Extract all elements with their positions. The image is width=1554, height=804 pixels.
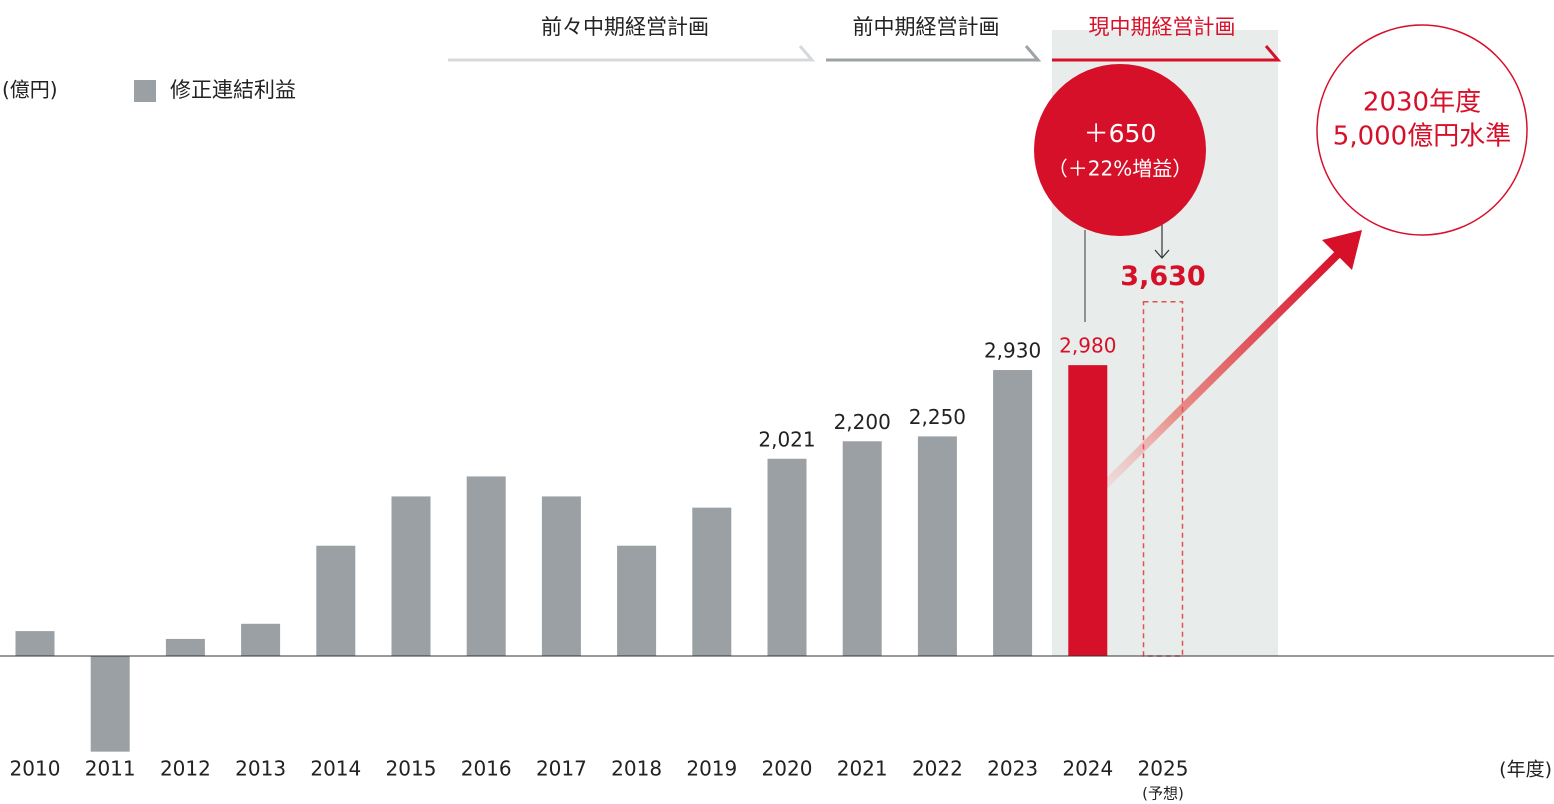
- increase-circle: [1034, 64, 1206, 236]
- x-tick-label: 2017: [536, 757, 587, 781]
- bar: [1068, 365, 1108, 656]
- plan-arrow: [826, 45, 1042, 62]
- target-circle: [1316, 24, 1528, 236]
- value-label: 3,630: [1120, 261, 1205, 292]
- bar: [617, 545, 657, 656]
- increase-text: （＋22%増益）: [1048, 157, 1192, 181]
- bar: [15, 631, 55, 656]
- bar: [1142, 300, 1184, 657]
- x-unit-label: (年度): [1499, 759, 1552, 781]
- x-tick-label: 2020: [762, 757, 813, 781]
- plan-label: 現中期経営計画: [1089, 15, 1236, 39]
- bar: [241, 623, 281, 656]
- value-label: 2,200: [834, 410, 891, 434]
- increase-text: ＋650: [1084, 119, 1157, 148]
- value-label: 2,980: [1059, 334, 1116, 358]
- x-tick-label: 2015: [386, 757, 437, 781]
- bar: [316, 545, 356, 656]
- x-tick-label: 2024: [1062, 757, 1113, 781]
- x-tick-label: 2021: [837, 757, 888, 781]
- bar: [767, 458, 807, 656]
- x-tick-label: 2023: [987, 757, 1038, 781]
- x-tick-label: 2010: [10, 757, 61, 781]
- bar: [692, 507, 732, 656]
- bar: [993, 370, 1033, 656]
- value-label: 2,250: [909, 405, 966, 429]
- bar: [466, 476, 506, 656]
- bar: [391, 496, 431, 656]
- bar: [165, 638, 205, 656]
- x-tick-note: (予想): [1142, 785, 1184, 803]
- unit-label: (億円): [2, 78, 58, 102]
- bar: [541, 496, 581, 656]
- bar: [917, 436, 957, 656]
- value-label: 2,930: [984, 339, 1041, 363]
- x-tick-label: 2019: [686, 757, 737, 781]
- target-text: 5,000億円水準: [1333, 122, 1511, 152]
- value-label: 2,021: [758, 427, 815, 451]
- connector-head: [1154, 249, 1170, 259]
- growth-arrow-head: [1322, 230, 1362, 270]
- plan-label: 前々中期経営計画: [541, 15, 709, 39]
- x-tick-label: 2022: [912, 757, 963, 781]
- legend-swatch: [134, 80, 156, 102]
- bar: [842, 441, 882, 656]
- plan-bar: 前々中期経営計画 前中期経営計画 現中期経営計画: [448, 15, 1282, 62]
- target-text: 2030年度: [1363, 88, 1481, 118]
- x-tick-label: 2014: [310, 757, 361, 781]
- legend-label: 修正連結利益: [170, 78, 296, 102]
- x-tick-label: 2012: [160, 757, 211, 781]
- x-tick-label: 2025: [1138, 757, 1189, 781]
- x-tick-label: 2013: [235, 757, 286, 781]
- plan-label: 前中期経営計画: [853, 15, 1000, 39]
- x-tick-label: 2011: [85, 757, 136, 781]
- x-tick-label: 2016: [461, 757, 512, 781]
- plan-arrow: [1052, 45, 1282, 62]
- bar: [90, 656, 130, 752]
- x-tick-label: 2018: [611, 757, 662, 781]
- plan-arrow: [448, 45, 816, 62]
